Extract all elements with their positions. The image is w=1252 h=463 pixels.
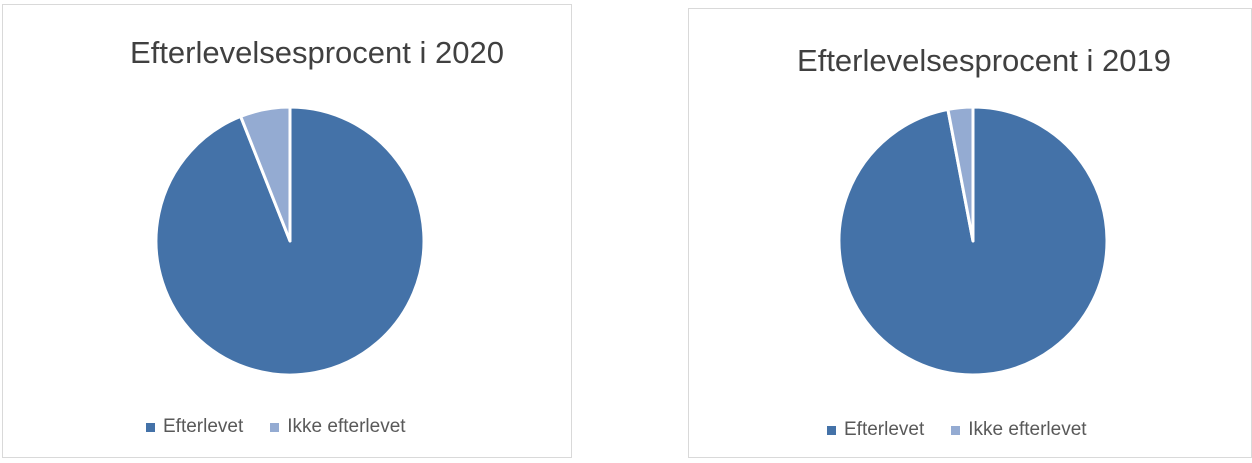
pie-slice-ikke-efterlevet — [239, 105, 292, 243]
legend-swatch-efterlevet — [827, 425, 836, 435]
legend-swatch-efterlevet — [146, 422, 155, 432]
legend-item-efterlevet: Efterlevet — [146, 416, 243, 438]
legend-label-ikke-efterlevet: Ikke efterlevet — [968, 419, 1087, 440]
legend-label-efterlevet: Efterlevet — [844, 419, 925, 440]
legend-swatch-ikke-efterlevet — [951, 425, 961, 435]
legend: Efterlevet Ikke efterlevet — [827, 419, 1114, 441]
chart-title: Efterlevelsesprocent i 2020 — [130, 35, 504, 70]
legend-label-ikke-efterlevet: Ikke efterlevet — [287, 416, 406, 437]
pie-chart-2020 — [154, 105, 426, 377]
pie-chart-2019 — [837, 105, 1109, 377]
chart-title: Efterlevelsesprocent i 2019 — [797, 43, 1171, 78]
legend: Efterlevet Ikke efterlevet — [146, 416, 433, 438]
legend-swatch-ikke-efterlevet — [270, 422, 280, 432]
legend-item-ikke-efterlevet: Ikke efterlevet — [951, 419, 1087, 441]
legend-item-efterlevet: Efterlevet — [827, 419, 924, 441]
chart-panel-2019: Efterlevelsesprocent i 2019 Efterlevet I… — [688, 8, 1252, 458]
pie-slice-ikke-efterlevet — [946, 105, 975, 243]
legend-item-ikke-efterlevet: Ikke efterlevet — [270, 416, 406, 438]
chart-panel-2020: Efterlevelsesprocent i 2020 Efterlevet I… — [2, 4, 572, 458]
legend-label-efterlevet: Efterlevet — [163, 416, 244, 437]
